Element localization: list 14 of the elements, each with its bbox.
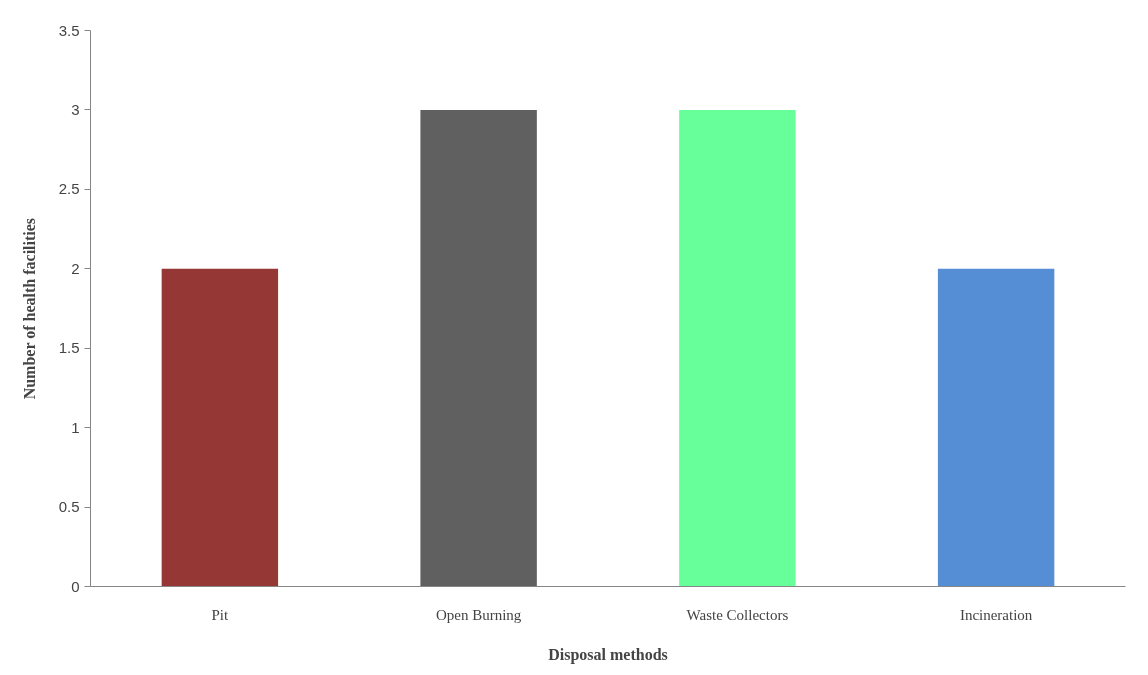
y-tick-label: 3 [71,100,80,118]
x-axis-title: Disposal methods [548,645,668,664]
y-tick-label: 0 [71,577,80,595]
y-tick-label: 0.5 [58,498,80,516]
y-tick-label: 2 [71,259,80,277]
y-tick-label: 2.5 [58,180,80,198]
y-tick-label: 1.5 [58,339,80,357]
x-tick-label: Pit [211,606,230,623]
x-tick-label: Open Burning [435,606,522,623]
y-tick-label: 1 [71,418,80,436]
x-tick-label: Waste Collectors [686,606,789,623]
y-axis-title: Number of health facilities [20,217,38,400]
y-tick-label: 3.5 [58,21,80,39]
x-tick-label: Incineration [959,606,1033,623]
